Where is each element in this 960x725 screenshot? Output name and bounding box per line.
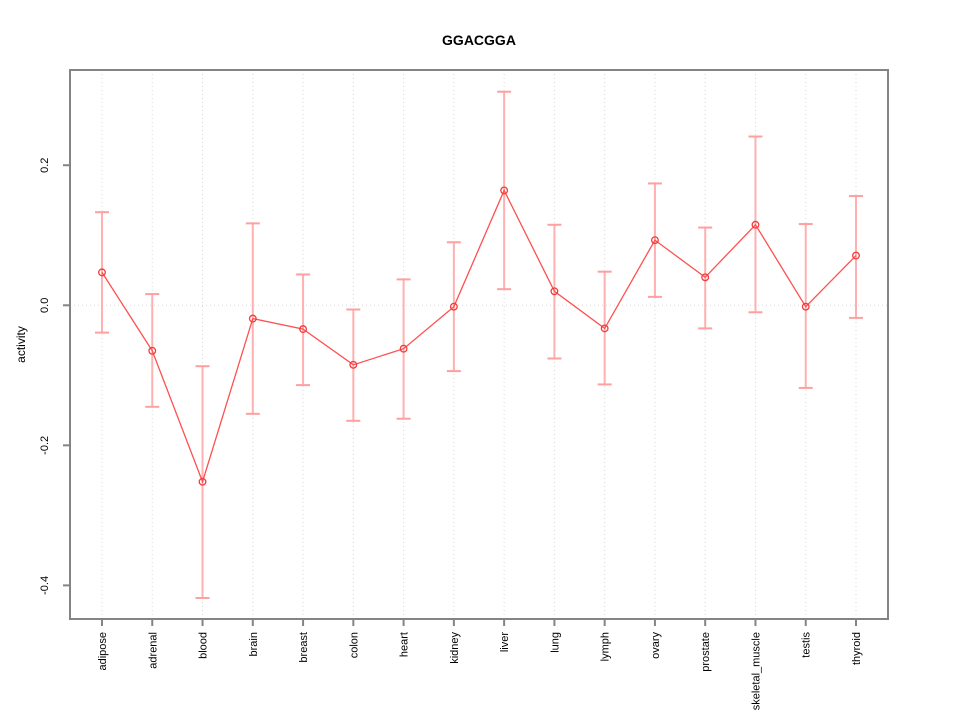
x-tick-label: blood <box>198 632 210 659</box>
y-tick-label: 0.0 <box>39 298 51 313</box>
data-point <box>349 360 358 369</box>
x-tick-label: heart <box>399 632 411 657</box>
data-point <box>701 273 710 282</box>
x-tick-label: adrenal <box>147 632 159 669</box>
data-point <box>299 325 308 334</box>
data-point <box>500 186 509 195</box>
plot-frame <box>69 69 889 620</box>
x-tick-label: colon <box>348 632 360 658</box>
data-point <box>600 324 609 333</box>
data-point <box>98 268 106 277</box>
data-point <box>751 220 760 229</box>
x-tick-label: testis <box>801 632 813 658</box>
data-point <box>248 314 257 323</box>
y-tick-label: -0.2 <box>39 436 51 455</box>
x-tick-label: lymph <box>600 632 612 661</box>
x-tick-label: prostate <box>700 632 712 672</box>
series-line <box>101 188 857 484</box>
x-tick-label: thyroid <box>851 632 863 665</box>
x-tick-label: skeletal_muscle <box>750 632 762 710</box>
data-point <box>449 302 458 311</box>
data-point <box>650 236 659 245</box>
x-tick-label: kidney <box>449 632 461 664</box>
chart-title: GGACGGA <box>442 32 516 48</box>
x-tick-label: brain <box>248 632 260 656</box>
data-point <box>198 477 207 486</box>
y-tick-label: 0.2 <box>39 158 51 173</box>
data-point <box>550 287 559 296</box>
data-point <box>852 251 860 260</box>
y-axis-label: activity <box>14 326 28 363</box>
x-tick-label: liver <box>499 632 511 653</box>
x-tick-label: ovary <box>650 632 662 659</box>
x-tick-label: lung <box>549 632 561 653</box>
data-point <box>148 346 157 355</box>
y-tick-label: -0.4 <box>39 576 51 595</box>
data-point <box>801 302 810 311</box>
x-tick-label: adipose <box>97 632 109 671</box>
x-tick-label: breast <box>298 632 310 663</box>
data-point <box>399 344 408 353</box>
